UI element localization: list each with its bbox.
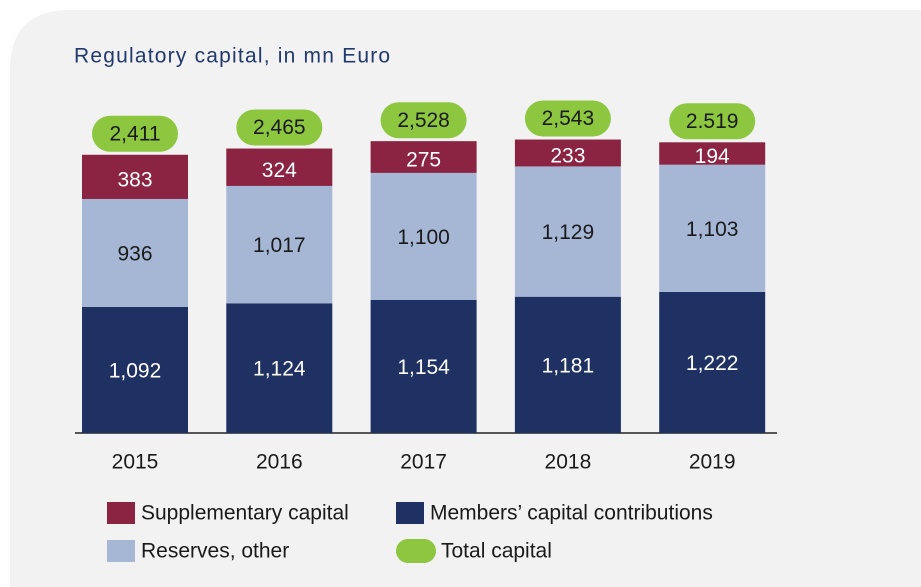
data-label: 233 xyxy=(550,145,585,168)
data-label: 1,100 xyxy=(397,226,450,249)
bar-segment xyxy=(82,306,188,433)
data-label: 936 xyxy=(117,243,152,266)
legend-label: Reserves, other xyxy=(141,540,289,563)
bar-segment xyxy=(514,296,621,433)
x-tick-label: 2017 xyxy=(400,451,447,474)
legend-label: Total capital xyxy=(441,540,552,563)
x-tick-label: 2015 xyxy=(112,451,159,474)
chart-title: Regulatory capital, in mn Euro xyxy=(74,45,391,68)
x-tick-label: 2019 xyxy=(689,451,736,474)
total-badge xyxy=(524,100,611,137)
data-label: 1,129 xyxy=(542,221,595,244)
data-label: 1,222 xyxy=(686,352,739,375)
legend-swatch xyxy=(396,539,436,563)
data-label: 1,103 xyxy=(686,218,739,241)
bar-segment xyxy=(514,166,621,297)
data-label: 383 xyxy=(117,168,152,191)
bar-segment xyxy=(370,141,477,173)
x-tick-label: 2018 xyxy=(545,451,592,474)
legend-label: Members’ capital contributions xyxy=(430,502,713,525)
total-badge xyxy=(380,102,467,139)
bar-segment xyxy=(659,142,766,165)
bar-segment xyxy=(514,139,621,167)
data-label: 1,154 xyxy=(397,356,450,379)
legend-label: Supplementary capital xyxy=(141,502,349,525)
data-label: 1,092 xyxy=(109,360,162,383)
data-label: 275 xyxy=(406,149,441,172)
data-label: 1,181 xyxy=(542,354,595,377)
bar-segment xyxy=(226,148,333,186)
total-label: 2,528 xyxy=(397,109,450,132)
total-label: 2.519 xyxy=(686,110,739,133)
bar-segment xyxy=(82,198,188,307)
bar-segment xyxy=(370,299,477,433)
total-badge xyxy=(669,103,756,140)
data-label: 324 xyxy=(262,159,297,182)
bar-segment xyxy=(370,172,477,300)
bar-segment xyxy=(82,154,188,199)
bar-segment xyxy=(226,303,333,433)
data-label: 1,124 xyxy=(253,358,306,381)
legend-swatch xyxy=(396,502,424,524)
x-tick-label: 2016 xyxy=(256,451,303,474)
total-badge xyxy=(236,109,323,146)
data-label: 1,017 xyxy=(253,234,306,257)
bar-segment xyxy=(226,185,333,304)
total-label: 2,411 xyxy=(110,122,161,145)
total-badge xyxy=(92,115,178,152)
total-label: 2,465 xyxy=(253,116,306,139)
legend-swatch xyxy=(107,502,135,524)
bar-segment xyxy=(659,164,766,292)
data-label: 194 xyxy=(695,145,730,168)
total-label: 2,543 xyxy=(542,107,595,130)
bar-segment xyxy=(659,291,766,433)
legend-swatch xyxy=(107,540,135,562)
